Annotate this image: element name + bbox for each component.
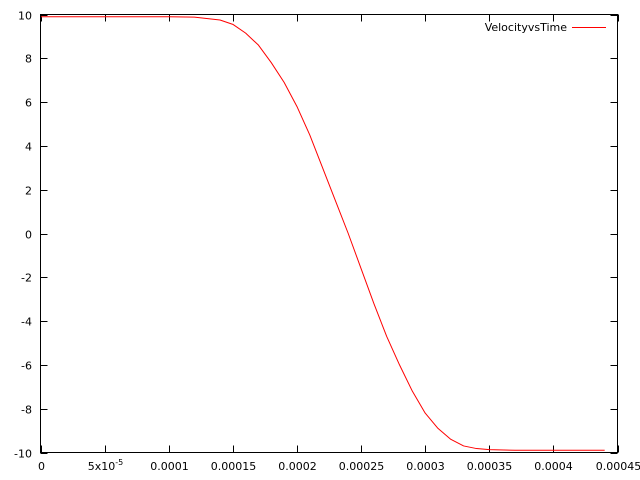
y-tick-label: 4	[25, 141, 32, 154]
y-tick-label: 8	[25, 53, 32, 66]
x-tick-label: 5x10-5	[88, 458, 124, 473]
series-layer	[40, 16, 605, 451]
y-tick-label: -2	[21, 272, 32, 285]
legend-label: VelocityvsTime	[485, 21, 568, 34]
x-tick-label: 0.00045	[596, 460, 640, 473]
x-tick-label: 0.0004	[534, 460, 573, 473]
legend: VelocityvsTime	[485, 21, 606, 34]
axis-ticks	[40, 14, 619, 454]
y-tick-label: 2	[25, 185, 32, 198]
y-tick-label: 6	[25, 97, 32, 110]
x-tick-label: 0.00015	[211, 460, 257, 473]
y-tick-label: -4	[21, 316, 32, 329]
x-tick-label: 0.0002	[278, 460, 317, 473]
x-tick-label: 0.00035	[467, 460, 513, 473]
x-tick-label: 0.0003	[406, 460, 445, 473]
x-tick-label: 0	[38, 460, 45, 473]
y-tick-label: 10	[18, 10, 32, 23]
y-tick-label: -10	[14, 448, 32, 461]
y-tick-label: 0	[25, 229, 32, 242]
x-tick-label: 0.0001	[150, 460, 189, 473]
y-tick-label: -6	[21, 360, 32, 373]
y-tick-labels: 10 8 6 4 2 0 -2 -4 -6 -8 -10	[14, 10, 32, 461]
series-line-0	[40, 16, 605, 451]
x-tick-label: 0.00025	[339, 460, 385, 473]
plot-border	[40, 14, 618, 453]
y-tick-label: -8	[21, 404, 32, 417]
x-tick-exponent: -5	[115, 458, 123, 467]
x-tick-labels: 0 5x10-5 0.0001 0.00015 0.0002 0.00025 0.0003 0…	[38, 458, 640, 473]
